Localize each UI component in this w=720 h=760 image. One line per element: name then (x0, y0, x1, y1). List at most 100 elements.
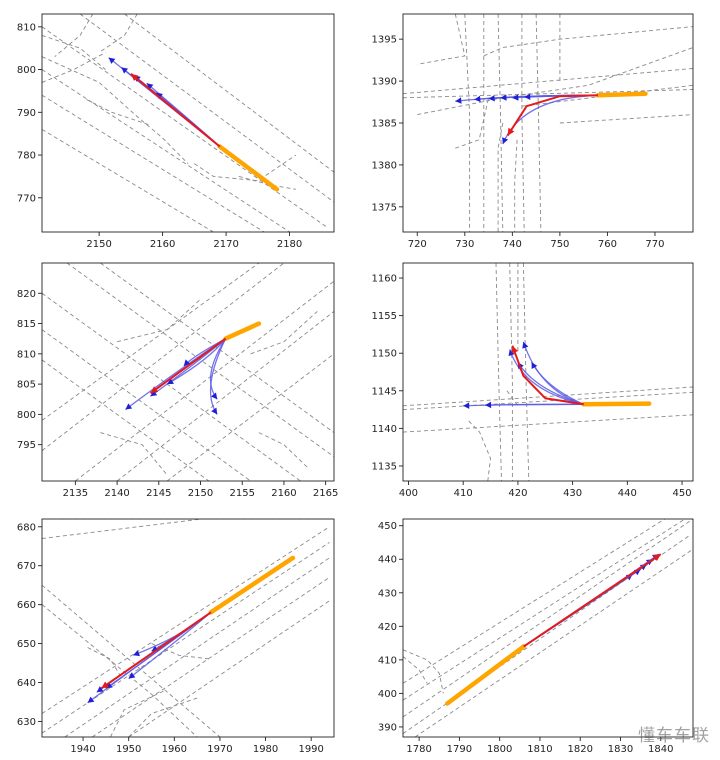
plot-area (403, 14, 693, 232)
plot-area (403, 519, 693, 737)
lane-line (403, 89, 693, 99)
x-tick-label: 760 (598, 239, 617, 250)
ground-truth-arrowhead (130, 73, 139, 81)
lane-line (100, 432, 168, 476)
lane-line (403, 519, 686, 701)
x-tick-label: 2155 (230, 488, 255, 499)
plot-area (42, 14, 334, 232)
x-tick-label: 730 (455, 239, 474, 250)
prediction-arrowhead (524, 93, 531, 100)
panel-4: 400 410 420 430 440 450 1135 1140 1145 1150 1155 11… (372, 262, 694, 499)
lane-line (403, 68, 693, 95)
lane-line (497, 122, 504, 232)
ground-truth-arrowhead (150, 386, 159, 394)
y-tick-label: 1140 (372, 424, 397, 435)
prediction-arrowhead (96, 686, 104, 693)
history-trajectory (208, 555, 296, 615)
y-tick-label: 800 (17, 65, 36, 76)
prediction-arrowhead (150, 390, 158, 397)
predicted-trajectory (133, 611, 212, 656)
panel-6: 1780 1790 1800 1810 1820 1830 1840 390 400 410 420… (378, 518, 694, 755)
prediction-arrowhead (156, 92, 163, 99)
lane-line (559, 114, 693, 124)
prediction-arrowhead (502, 137, 509, 144)
history-trajectory (581, 401, 652, 407)
predicted-trajectory (509, 349, 584, 405)
lane-line (497, 14, 504, 232)
lane-line (238, 175, 296, 190)
y-tick-label: 1375 (372, 202, 397, 213)
prediction-arrowhead (167, 378, 174, 385)
x-tick-label: 1790 (447, 744, 472, 755)
y-tick-label: 805 (17, 380, 36, 391)
y-tick-label: 810 (17, 349, 36, 360)
lane-line (468, 420, 491, 481)
lane-line (54, 14, 94, 58)
lane-line (42, 519, 202, 539)
lane-line (42, 94, 265, 232)
lane-line (98, 14, 138, 53)
prediction-arrowhead (508, 349, 515, 357)
lane-line (100, 263, 334, 433)
lane-line (403, 391, 693, 411)
lane-line (42, 56, 189, 164)
history-trajectory (445, 644, 527, 706)
lane-line (42, 604, 198, 737)
x-tick-label: 450 (673, 488, 692, 499)
axes-frame (41, 262, 335, 482)
ground-truth-trajectory (130, 73, 221, 148)
x-tick-label: 1970 (207, 744, 232, 755)
lane-line (521, 14, 525, 232)
axes-frame (402, 518, 694, 738)
lane-line (109, 689, 166, 737)
predicted-trajectory (209, 338, 227, 415)
y-tick-label: 670 (17, 561, 36, 572)
y-tick-label: 1135 (372, 461, 397, 472)
y-tick-label: 1155 (372, 311, 397, 322)
y-tick-label: 800 (17, 410, 36, 421)
x-tick-label: 1800 (487, 744, 512, 755)
lane-line (86, 99, 151, 126)
lane-line (403, 649, 444, 694)
axes-frame (41, 518, 335, 738)
y-tick-label: 640 (17, 678, 36, 689)
axes-frame (41, 13, 335, 233)
lane-line (42, 263, 260, 421)
lane-line (403, 656, 428, 684)
ground-truth-arrowhead (653, 554, 661, 562)
predicted-trajectory (485, 403, 584, 406)
lane-line (42, 584, 221, 737)
y-tick-label: 810 (17, 22, 36, 33)
x-tick-label: 1940 (70, 744, 95, 755)
x-tick-label: 2160 (150, 239, 175, 250)
x-tick-label: 2150 (188, 488, 213, 499)
lane-line (414, 548, 693, 737)
y-tick-label: 660 (17, 600, 36, 611)
y-tick-label: 400 (378, 689, 397, 700)
lane-line (495, 263, 502, 481)
prediction-arrowhead (455, 97, 462, 104)
x-tick-label: 440 (618, 488, 637, 499)
y-tick-label: 1390 (372, 77, 397, 88)
ground-truth-trajectory (149, 337, 227, 395)
prediction-arrowhead (146, 83, 154, 90)
lane-line (128, 697, 198, 737)
x-tick-label: 720 (408, 239, 427, 250)
predicted-trajectory (531, 361, 584, 405)
y-tick-label: 440 (378, 555, 397, 566)
x-tick-label: 770 (645, 239, 664, 250)
axes-frame (402, 13, 694, 233)
ground-truth-arrowhead (507, 127, 515, 136)
x-tick-label: 1990 (298, 744, 323, 755)
lane-line (522, 263, 530, 481)
x-tick-label: 1810 (527, 744, 552, 755)
lane-line (42, 292, 301, 481)
prediction-arrowhead (183, 359, 191, 366)
lane-line (79, 14, 334, 203)
y-tick-label: 430 (378, 588, 397, 599)
y-tick-label: 815 (17, 319, 36, 330)
lane-line (42, 526, 330, 714)
lane-line (87, 647, 120, 675)
lane-line (116, 311, 334, 481)
lane-line (514, 139, 518, 232)
